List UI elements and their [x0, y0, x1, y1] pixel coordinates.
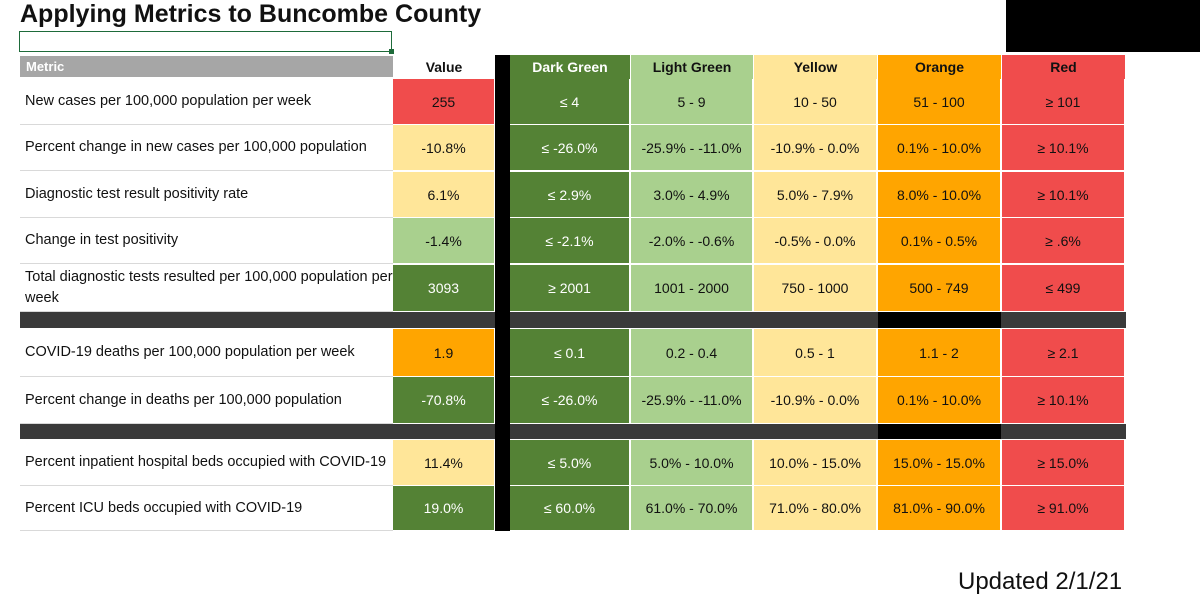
- section-separator: [20, 424, 1126, 439]
- cell-selection-box[interactable]: [19, 31, 394, 54]
- row-3-orange-cell: 8.0% - 10.0%: [878, 172, 1000, 217]
- row-1-dark-green-cell: ≤ 4: [510, 79, 629, 124]
- row-5-value-cell: 3093: [393, 265, 494, 311]
- row-3-dark-green-cell: ≤ 2.9%: [510, 172, 629, 217]
- row-8-dark-green-cell: ≤ 5.0%: [510, 440, 629, 485]
- row-2-orange-cell: 0.1% - 10.0%: [878, 125, 1000, 170]
- row-9-orange-cell: 81.0% - 90.0%: [878, 486, 1000, 530]
- row-1-red-cell: ≥ 101: [1002, 79, 1124, 124]
- section-separator: [20, 312, 1126, 328]
- row-8-value-cell: 11.4%: [393, 440, 494, 485]
- header-orange: Orange: [878, 55, 1001, 79]
- row-1-yellow-cell: 10 - 50: [754, 79, 876, 124]
- row-2-yellow-cell: -10.9% - 0.0%: [754, 125, 876, 170]
- row-1-light-green-cell: 5 - 9: [631, 79, 752, 124]
- row-gridline: [20, 124, 393, 125]
- row-2-metric-cell: Percent change in new cases per 100,000 …: [25, 139, 367, 155]
- row-4-red-cell: ≥ .6%: [1002, 218, 1124, 263]
- header-dark-green: Dark Green: [510, 55, 630, 79]
- column-divider-bar: [495, 55, 510, 531]
- row-8-yellow-cell: 10.0% - 15.0%: [754, 440, 876, 485]
- row-1-metric-cell: New cases per 100,000 population per wee…: [25, 93, 312, 109]
- page-title: Applying Metrics to Buncombe County: [20, 0, 482, 28]
- redaction-box: [1006, 0, 1200, 52]
- header-metric: Metric: [20, 56, 393, 77]
- updated-note: Updated 2/1/21: [958, 568, 1123, 595]
- row-3-light-green-cell: 3.0% - 4.9%: [631, 172, 752, 217]
- row-7-light-green-cell: -25.9% - -11.0%: [631, 377, 752, 423]
- row-2-value-cell: -10.8%: [393, 125, 494, 170]
- row-2-red-cell: ≥ 10.1%: [1002, 125, 1124, 170]
- row-6-metric-cell: COVID-19 deaths per 100,000 population p…: [25, 344, 355, 360]
- row-8-metric-cell: Percent inpatient hospital beds occupied…: [25, 454, 387, 470]
- row-6-light-green-cell: 0.2 - 0.4: [631, 329, 752, 376]
- row-gridline: [20, 485, 393, 486]
- row-2-light-green-cell: -25.9% - -11.0%: [631, 125, 752, 170]
- header-light-green: Light Green: [631, 55, 753, 79]
- row-9-value-cell: 19.0%: [393, 486, 494, 530]
- row-5-yellow-cell: 750 - 1000: [754, 265, 876, 311]
- row-6-red-cell: ≥ 2.1: [1002, 329, 1124, 376]
- row-5-orange-cell: 500 - 749: [878, 265, 1000, 311]
- section-separator-dark: [878, 424, 1001, 439]
- row-4-light-green-cell: -2.0% - -0.6%: [631, 218, 752, 263]
- row-gridline: [20, 263, 393, 264]
- row-7-red-cell: ≥ 10.1%: [1002, 377, 1124, 423]
- row-8-orange-cell: 15.0% - 15.0%: [878, 440, 1000, 485]
- row-7-metric-cell: Percent change in deaths per 100,000 pop…: [25, 391, 342, 408]
- row-3-yellow-cell: 5.0% - 7.9%: [754, 172, 876, 217]
- row-4-value-cell: -1.4%: [393, 218, 494, 263]
- row-1-orange-cell: 51 - 100: [878, 79, 1000, 124]
- row-gridline: [20, 170, 393, 171]
- row-5-light-green-cell: 1001 - 2000: [631, 265, 752, 311]
- row-gridline: [20, 423, 393, 424]
- row-gridline: [20, 530, 393, 531]
- row-5-dark-green-cell: ≥ 2001: [510, 265, 629, 311]
- row-1-value-cell: 255: [393, 79, 494, 124]
- row-9-dark-green-cell: ≤ 60.0%: [510, 486, 629, 530]
- row-4-dark-green-cell: ≤ -2.1%: [510, 218, 629, 263]
- row-6-yellow-cell: 0.5 - 1: [754, 329, 876, 376]
- row-gridline: [20, 376, 393, 377]
- row-gridline: [20, 311, 393, 312]
- row-4-metric-cell: Change in test positivity: [25, 232, 179, 248]
- row-7-value-cell: -70.8%: [393, 377, 494, 423]
- row-6-dark-green-cell: ≤ 0.1: [510, 329, 629, 376]
- row-3-value-cell: 6.1%: [393, 172, 494, 217]
- row-7-orange-cell: 0.1% - 10.0%: [878, 377, 1000, 423]
- row-3-metric-cell: Diagnostic test result positivity rate: [25, 186, 249, 202]
- row-5-metric-cell: Total diagnostic tests resulted per 100,…: [25, 269, 393, 306]
- header-red: Red: [1002, 55, 1125, 79]
- row-4-orange-cell: 0.1% - 0.5%: [878, 218, 1000, 263]
- row-6-value-cell: 1.9: [393, 329, 494, 376]
- row-7-dark-green-cell: ≤ -26.0%: [510, 377, 629, 423]
- row-7-yellow-cell: -10.9% - 0.0%: [754, 377, 876, 423]
- row-9-red-cell: ≥ 91.0%: [1002, 486, 1124, 530]
- row-9-light-green-cell: 61.0% - 70.0%: [631, 486, 752, 530]
- row-3-red-cell: ≥ 10.1%: [1002, 172, 1124, 217]
- row-4-yellow-cell: -0.5% - 0.0%: [754, 218, 876, 263]
- row-2-dark-green-cell: ≤ -26.0%: [510, 125, 629, 170]
- row-8-light-green-cell: 5.0% - 10.0%: [631, 440, 752, 485]
- header-value: Value: [425, 59, 463, 75]
- row-6-orange-cell: 1.1 - 2: [878, 329, 1000, 376]
- row-5-red-cell: ≤ 499: [1002, 265, 1124, 311]
- row-9-yellow-cell: 71.0% - 80.0%: [754, 486, 876, 530]
- row-gridline: [20, 217, 393, 218]
- row-9-metric-cell: Percent ICU beds occupied with COVID-19: [25, 499, 303, 516]
- section-separator-dark: [878, 312, 1001, 328]
- row-8-red-cell: ≥ 15.0%: [1002, 440, 1124, 485]
- header-yellow: Yellow: [754, 55, 877, 79]
